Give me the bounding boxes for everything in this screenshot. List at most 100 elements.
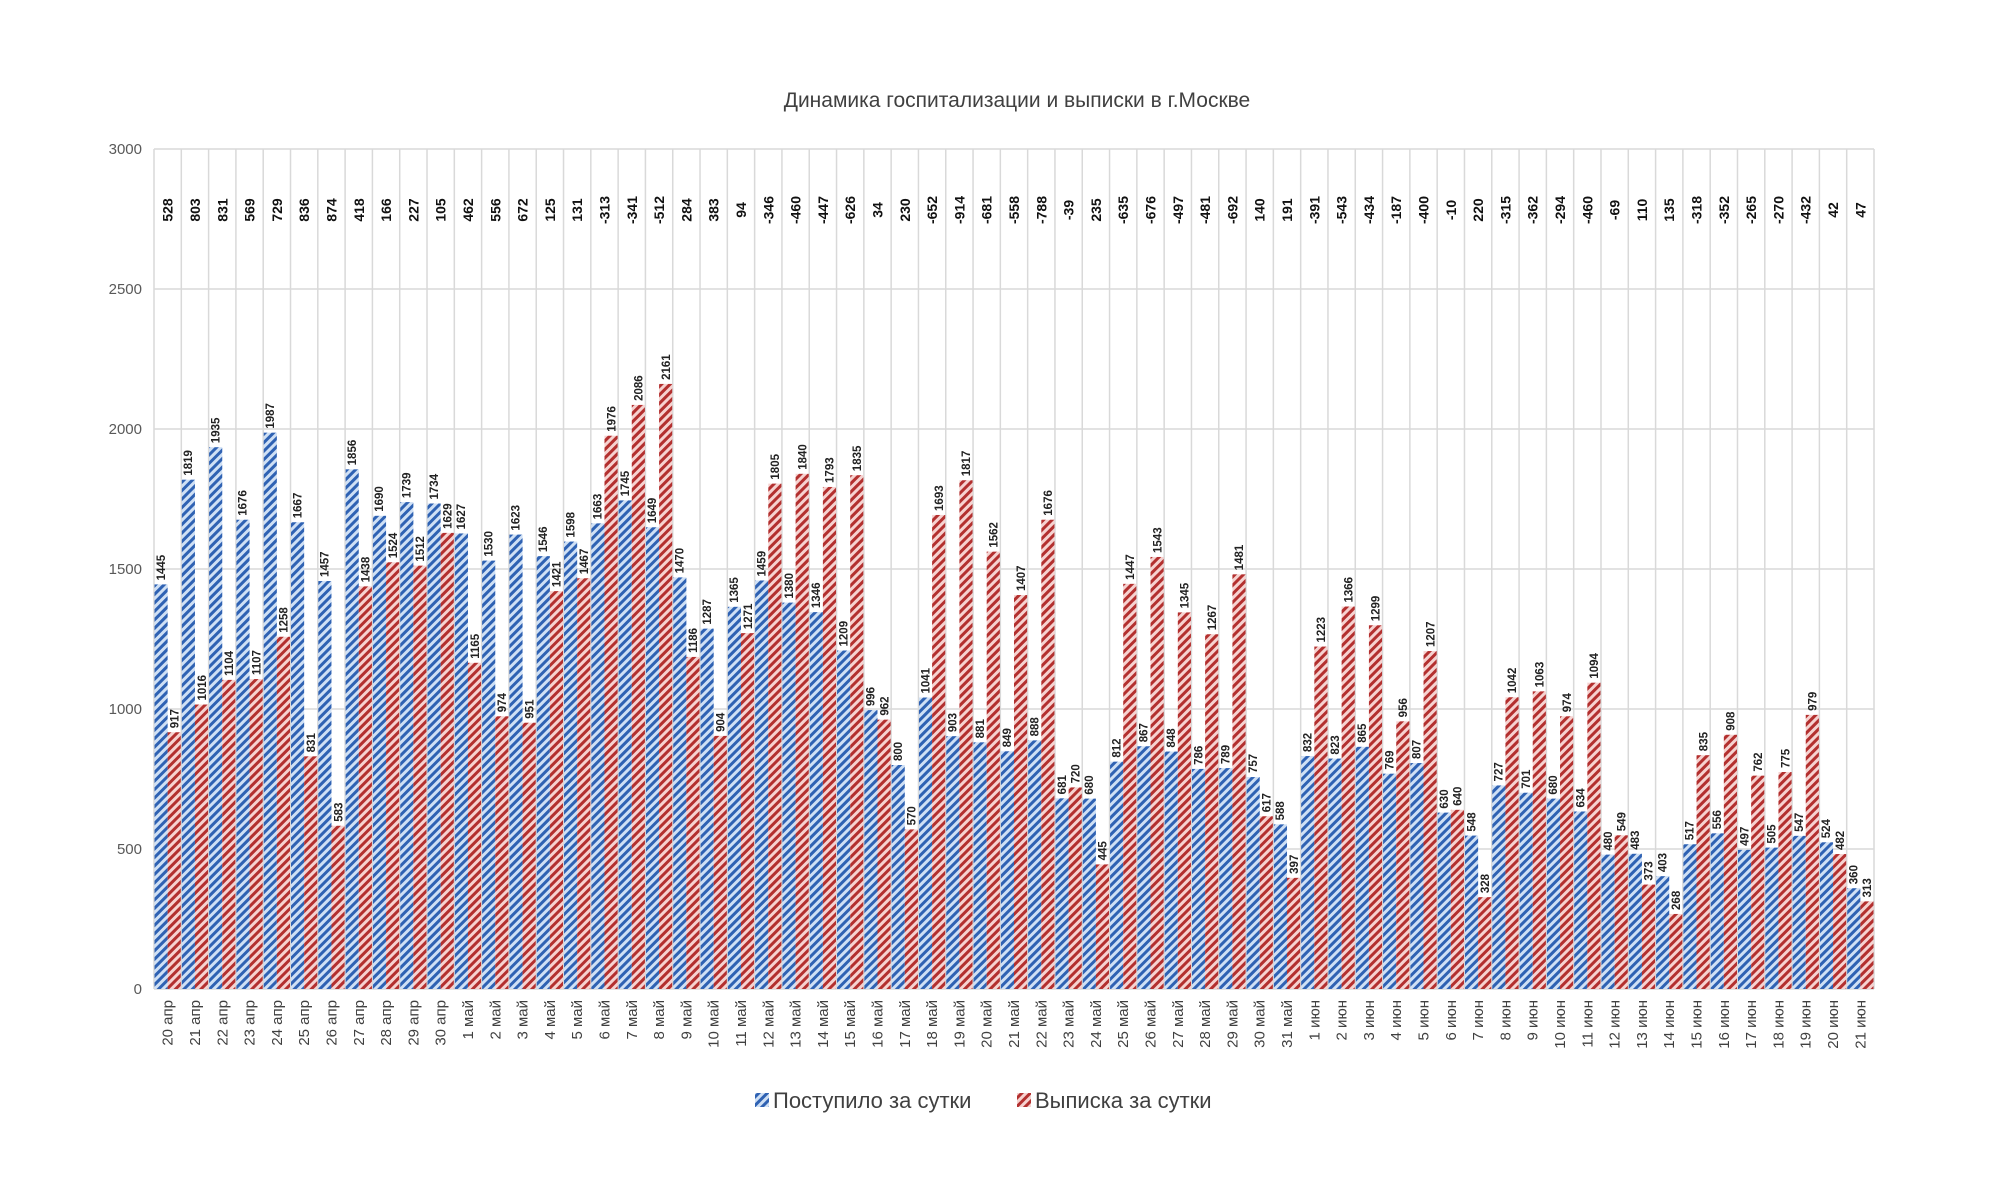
bar-discharged xyxy=(467,662,482,989)
bar-admitted xyxy=(755,580,769,989)
bar-discharged xyxy=(850,475,864,989)
x-tick-label: 27 май xyxy=(1170,1000,1187,1048)
data-label-admitted: 786 xyxy=(1193,746,1205,765)
bar-discharged xyxy=(1614,835,1628,989)
bar-admitted xyxy=(427,503,441,989)
bar-discharged xyxy=(1205,634,1219,989)
difference-label: -39 xyxy=(1061,200,1077,220)
data-label-discharged: 908 xyxy=(1726,711,1738,731)
data-label-discharged: 1793 xyxy=(825,457,837,483)
data-label-admitted: 1380 xyxy=(784,573,796,599)
data-label-admitted: 524 xyxy=(1821,818,1833,838)
x-tick-label: 7 июн xyxy=(1470,1000,1487,1040)
bar-admitted xyxy=(1082,798,1096,989)
bar-discharged xyxy=(822,486,837,989)
data-label-discharged: 956 xyxy=(1398,698,1410,717)
bar-admitted xyxy=(1656,876,1670,989)
data-label-admitted: 547 xyxy=(1794,813,1806,832)
bar-admitted xyxy=(1191,768,1206,989)
difference-label: -265 xyxy=(1743,196,1759,224)
data-label-discharged: 583 xyxy=(333,803,345,822)
bar-admitted xyxy=(1628,853,1642,989)
x-tick-label: 18 июн xyxy=(1770,1000,1787,1049)
legend-label-discharged: Выписка за сутки xyxy=(1035,1088,1212,1113)
bar-discharged xyxy=(659,383,673,989)
data-label-discharged: 1299 xyxy=(1371,596,1383,622)
difference-label: -676 xyxy=(1143,196,1159,224)
data-label-admitted: 903 xyxy=(948,713,960,732)
x-tick-label: 13 июн xyxy=(1634,1000,1651,1049)
data-label-discharged: 1186 xyxy=(688,628,700,653)
bar-discharged xyxy=(1860,901,1874,989)
y-tick-label: 500 xyxy=(117,841,142,858)
difference-label: -497 xyxy=(1170,196,1186,224)
bar-admitted xyxy=(973,742,987,989)
x-tick-label: 12 май xyxy=(760,1000,777,1048)
bar-discharged xyxy=(1177,612,1191,989)
difference-label: -10 xyxy=(1443,200,1459,220)
data-label-discharged: 775 xyxy=(1780,748,1792,768)
x-tick-label: 25 апр xyxy=(296,1000,313,1046)
bar-admitted xyxy=(1519,792,1533,989)
bar-admitted xyxy=(1328,758,1342,989)
data-label-admitted: 588 xyxy=(1275,801,1287,821)
x-tick-label: 30 апр xyxy=(433,1000,450,1046)
data-label-admitted: 1649 xyxy=(647,498,659,524)
data-label-admitted: 1546 xyxy=(538,527,550,553)
x-tick-label: 10 май xyxy=(706,1000,723,1048)
data-label-admitted: 1676 xyxy=(238,490,250,516)
bar-admitted xyxy=(318,581,332,989)
x-tick-label: 24 апр xyxy=(269,1000,286,1046)
difference-label: -512 xyxy=(651,196,667,224)
data-label-admitted: 757 xyxy=(1248,754,1260,773)
bar-discharged xyxy=(304,756,318,989)
bar-discharged xyxy=(1396,721,1410,989)
x-tick-label: 20 апр xyxy=(160,1000,177,1046)
bar-discharged xyxy=(1778,772,1792,989)
bar-discharged xyxy=(222,679,236,989)
data-label-discharged: 917 xyxy=(169,709,181,728)
data-label-admitted: 1987 xyxy=(265,403,277,429)
bar-admitted xyxy=(209,447,223,989)
data-label-discharged: 1438 xyxy=(361,556,373,582)
bar-admitted xyxy=(400,502,414,989)
data-label-discharged: 1835 xyxy=(852,445,864,471)
bar-admitted xyxy=(1383,773,1397,989)
difference-label: -346 xyxy=(760,196,776,224)
bar-admitted xyxy=(372,515,387,989)
difference-label: -692 xyxy=(1224,196,1240,224)
data-label-discharged: 1543 xyxy=(1152,527,1164,553)
difference-label: 874 xyxy=(323,198,339,222)
bar-admitted xyxy=(918,697,933,989)
bar-admitted xyxy=(1246,777,1260,989)
difference-label: 418 xyxy=(351,198,367,222)
data-label-discharged: 1481 xyxy=(1234,544,1246,570)
bar-admitted xyxy=(263,432,277,989)
difference-label: 672 xyxy=(515,198,531,222)
difference-label: -460 xyxy=(788,196,804,224)
difference-label: 235 xyxy=(1088,198,1104,222)
x-tick-label: 21 апр xyxy=(187,1000,204,1046)
bar-admitted xyxy=(700,628,714,989)
x-tick-label: 23 апр xyxy=(242,1000,259,1046)
bar-admitted xyxy=(1601,854,1615,989)
x-tick-label: 19 июн xyxy=(1798,1000,1815,1049)
data-label-admitted: 823 xyxy=(1330,735,1342,754)
data-label-discharged: 313 xyxy=(1862,878,1874,897)
data-label-admitted: 548 xyxy=(1466,812,1478,832)
data-label-admitted: 680 xyxy=(1084,775,1096,794)
x-tick-label: 31 май xyxy=(1279,1000,1296,1048)
bar-admitted xyxy=(1301,756,1315,989)
difference-label: -315 xyxy=(1497,196,1513,224)
data-label-admitted: 634 xyxy=(1576,788,1588,808)
bar-discharged xyxy=(413,565,427,989)
bar-discharged xyxy=(604,435,618,990)
data-label-admitted: 888 xyxy=(1029,717,1041,737)
bar-discharged xyxy=(1833,854,1847,989)
x-tick-label: 14 май xyxy=(815,1000,832,1048)
bar-discharged xyxy=(1641,884,1656,989)
data-label-discharged: 951 xyxy=(524,699,536,719)
difference-label: -914 xyxy=(951,196,967,224)
bar-admitted xyxy=(1219,768,1233,989)
